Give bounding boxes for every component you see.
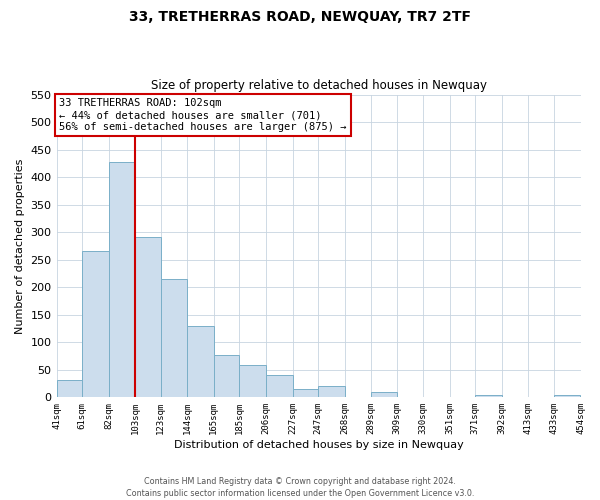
Bar [293, 389, 318, 398]
Title: Size of property relative to detached houses in Newquay: Size of property relative to detached ho… [151, 79, 487, 92]
Bar [318, 386, 344, 398]
Bar [82, 252, 109, 398]
Text: 33, TRETHERRAS ROAD, NEWQUAY, TR7 2TF: 33, TRETHERRAS ROAD, NEWQUAY, TR7 2TF [129, 10, 471, 24]
Bar [187, 326, 214, 398]
X-axis label: Distribution of detached houses by size in Newquay: Distribution of detached houses by size … [173, 440, 463, 450]
Bar [475, 394, 502, 398]
Text: Contains HM Land Registry data © Crown copyright and database right 2024.
Contai: Contains HM Land Registry data © Crown c… [126, 476, 474, 498]
Bar [554, 394, 580, 398]
Bar [161, 279, 187, 398]
Bar [371, 392, 397, 398]
Bar [56, 380, 82, 398]
Bar [214, 356, 239, 398]
Bar [135, 236, 161, 398]
Bar [239, 365, 266, 398]
Bar [266, 376, 293, 398]
Y-axis label: Number of detached properties: Number of detached properties [15, 158, 25, 334]
Text: 33 TRETHERRAS ROAD: 102sqm
← 44% of detached houses are smaller (701)
56% of sem: 33 TRETHERRAS ROAD: 102sqm ← 44% of deta… [59, 98, 347, 132]
Bar [109, 162, 135, 398]
